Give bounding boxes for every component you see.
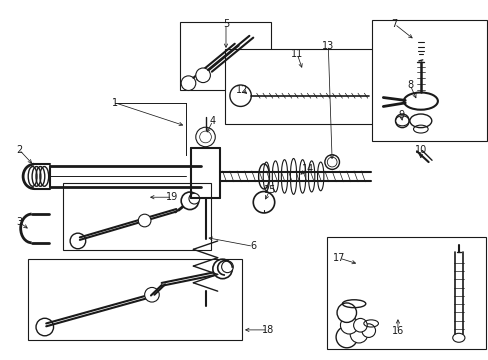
- Text: 11: 11: [290, 49, 303, 59]
- Circle shape: [70, 233, 85, 249]
- Text: 3: 3: [17, 217, 22, 227]
- Circle shape: [195, 68, 210, 82]
- Text: 6: 6: [250, 241, 256, 251]
- Text: 4: 4: [209, 116, 216, 126]
- Text: 18: 18: [261, 325, 273, 335]
- Text: 13: 13: [322, 41, 334, 50]
- Bar: [63, 183, 211, 250]
- Circle shape: [349, 325, 367, 343]
- Circle shape: [221, 261, 233, 273]
- Circle shape: [335, 327, 357, 348]
- Circle shape: [144, 287, 159, 302]
- Bar: [371, 21, 486, 140]
- Text: 1: 1: [112, 98, 118, 108]
- Circle shape: [181, 192, 198, 210]
- Text: 8: 8: [406, 80, 412, 90]
- Circle shape: [361, 324, 375, 337]
- Circle shape: [188, 193, 199, 204]
- Circle shape: [353, 318, 366, 332]
- Text: 10: 10: [414, 144, 426, 154]
- Text: 5: 5: [223, 19, 229, 29]
- Circle shape: [395, 114, 408, 128]
- Bar: [326, 237, 485, 348]
- Text: 7: 7: [390, 19, 397, 29]
- Text: 2: 2: [16, 144, 22, 154]
- Circle shape: [324, 155, 339, 169]
- Text: 15: 15: [263, 185, 275, 195]
- Circle shape: [336, 303, 356, 323]
- Text: 14: 14: [301, 163, 313, 174]
- Circle shape: [340, 316, 357, 334]
- Text: 9: 9: [397, 111, 404, 121]
- Circle shape: [138, 214, 151, 227]
- Circle shape: [229, 85, 251, 107]
- Text: 19: 19: [166, 192, 178, 202]
- Text: 12: 12: [235, 85, 248, 95]
- Text: 17: 17: [333, 253, 345, 263]
- Bar: [224, 49, 375, 125]
- Text: 16: 16: [391, 325, 403, 336]
- Circle shape: [195, 127, 215, 147]
- Bar: [28, 259, 242, 339]
- Circle shape: [181, 76, 195, 90]
- Circle shape: [36, 318, 54, 336]
- Circle shape: [326, 157, 336, 167]
- Circle shape: [199, 131, 211, 143]
- Bar: [180, 22, 271, 90]
- Circle shape: [212, 259, 232, 279]
